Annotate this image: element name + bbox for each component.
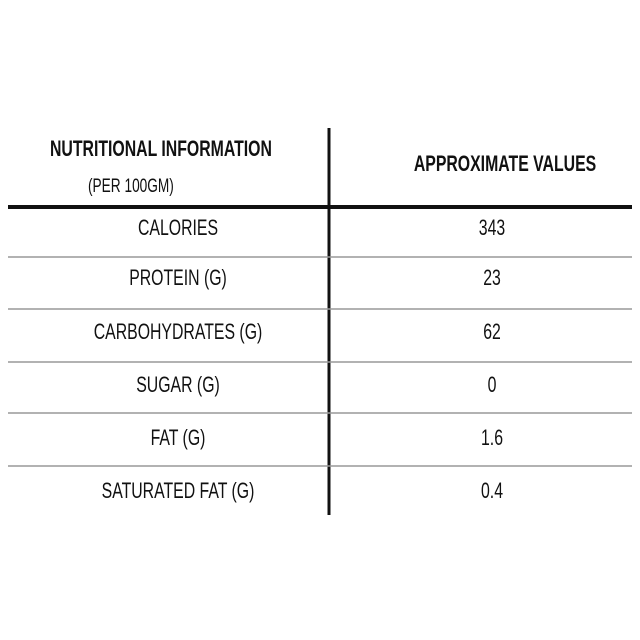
nutrient-value: 23 — [483, 266, 501, 290]
header-title: NUTRITIONAL INFORMATION — [50, 137, 272, 161]
nutrient-name: SUGAR (G) — [136, 373, 220, 397]
nutrient-value: 0 — [488, 373, 497, 397]
nutrient-value: 0.4 — [481, 479, 503, 503]
nutrient-name: FAT (G) — [151, 426, 206, 450]
nutrient-value: 62 — [483, 320, 501, 344]
nutrient-value: 1.6 — [481, 426, 503, 450]
nutrient-value: 343 — [479, 216, 505, 240]
nutrient-name: CALORIES — [138, 216, 218, 240]
header-values: APPROXIMATE VALUES — [414, 152, 597, 176]
nutrient-name: PROTEIN (G) — [129, 266, 227, 290]
nutrient-name: SATURATED FAT (G) — [102, 479, 255, 503]
nutrient-name: CARBOHYDRATES (G) — [94, 320, 263, 344]
header-subtitle: (PER 100GM) — [88, 175, 174, 197]
